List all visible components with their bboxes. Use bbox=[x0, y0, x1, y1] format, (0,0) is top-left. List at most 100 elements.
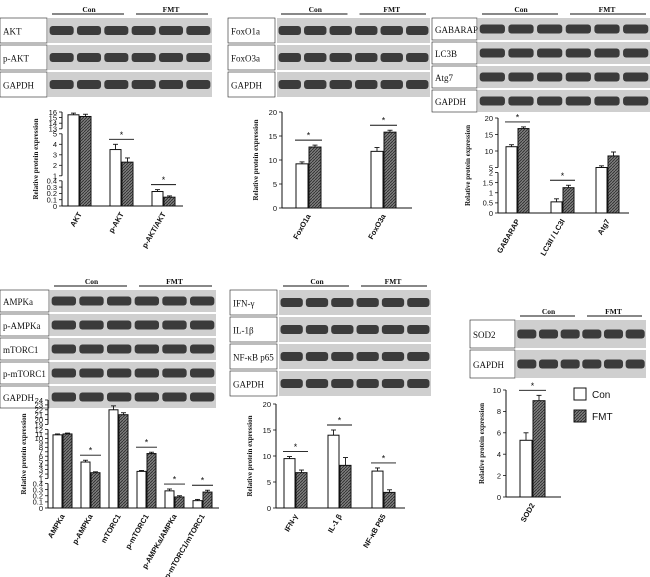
blot-band bbox=[305, 379, 329, 388]
category-label: SOD2 bbox=[519, 502, 537, 524]
significance-star: * bbox=[201, 476, 205, 486]
blot-band bbox=[356, 298, 379, 307]
blot-panel: Con FMT IFN-γ IL-1β NF-κB p65 GAPDH bbox=[229, 277, 431, 397]
blot-band bbox=[355, 26, 378, 35]
y-tick-label: 5 bbox=[53, 130, 57, 139]
y-tick-label: 2 bbox=[53, 161, 57, 170]
blot-band bbox=[134, 344, 160, 354]
y-tick-label: 20 bbox=[269, 108, 277, 117]
blot-row-membrane bbox=[48, 72, 212, 97]
blot-band bbox=[537, 72, 563, 82]
blot-band bbox=[329, 26, 352, 35]
blot-band bbox=[565, 24, 591, 34]
blot-row-label: p-AMPKa bbox=[3, 321, 41, 331]
blot-band bbox=[331, 298, 354, 307]
blot-band bbox=[104, 53, 129, 62]
blot-row-label-box bbox=[227, 71, 276, 98]
blot-row-membrane bbox=[277, 72, 430, 97]
blot-row-label-box bbox=[0, 385, 50, 409]
blot-row-label-box bbox=[431, 65, 478, 89]
blot-band bbox=[106, 368, 132, 378]
bar-con-gabarap bbox=[505, 146, 518, 214]
significance-star: * bbox=[294, 442, 298, 452]
blot-band bbox=[380, 53, 403, 62]
bar-fmt-il-1 bbox=[339, 464, 352, 509]
blot-band bbox=[162, 320, 187, 330]
y-tick-label: 13 bbox=[49, 125, 57, 134]
blot-band bbox=[537, 24, 563, 34]
category-label: mTORC1 bbox=[99, 513, 123, 545]
bar-fmt-ifn bbox=[295, 472, 308, 509]
blot-band bbox=[278, 80, 301, 89]
bar-con-ifn bbox=[283, 458, 296, 509]
y-tick-label: 23 bbox=[35, 401, 43, 410]
blot-band bbox=[162, 296, 187, 306]
blot-band bbox=[381, 325, 405, 334]
blot-row-label-box bbox=[0, 44, 48, 71]
blot-row-membrane bbox=[50, 338, 216, 360]
blot-band bbox=[560, 359, 580, 369]
blot-row-membrane bbox=[279, 344, 431, 369]
chart-5: 0 5 10 15 20 Relative protein expression * IFN-… bbox=[246, 400, 405, 550]
blot-row-label: GAPDH bbox=[473, 360, 505, 370]
blot-row-label-box bbox=[0, 17, 48, 44]
blot-band bbox=[537, 96, 563, 106]
group-label-con: Con bbox=[85, 277, 99, 286]
blot-row-membrane bbox=[279, 290, 431, 315]
bar-fmt-foxo3a bbox=[383, 131, 397, 209]
blot-row-label: GAPDH bbox=[3, 81, 35, 91]
significance-star: * bbox=[145, 438, 149, 448]
blot-band bbox=[407, 298, 430, 307]
blot-band bbox=[479, 24, 505, 34]
blot-band bbox=[356, 325, 379, 334]
bar-fmt-atg7 bbox=[607, 155, 620, 214]
y-tick-label: 7 bbox=[39, 448, 43, 457]
blot-panel: Con FMT AKT p-AKT GAPDH bbox=[0, 5, 212, 98]
blot-band bbox=[76, 26, 102, 35]
y-tick-label: 0.4 bbox=[47, 177, 57, 186]
blot-band bbox=[305, 352, 329, 361]
y-axis-label: Relative protein expression bbox=[246, 415, 254, 496]
blot-band bbox=[106, 392, 132, 402]
blot-band bbox=[517, 359, 537, 369]
blot-row-label-box bbox=[229, 370, 278, 397]
blot-band bbox=[517, 329, 537, 339]
blot-row-label-box bbox=[431, 17, 478, 41]
blot-row-label: Atg7 bbox=[435, 73, 454, 83]
significance-star: * bbox=[561, 171, 565, 181]
bar-fmt-p-ampka-ampka bbox=[174, 496, 185, 509]
y-tick-label: 15 bbox=[49, 113, 57, 122]
blot-panel: Con FMT AMPKa p-AMPKa mTORC1 p-mTORC1 GAPDH bbox=[0, 277, 216, 409]
y-tick-label: 11 bbox=[35, 430, 43, 439]
bar-fmt-gabarap bbox=[517, 128, 530, 214]
y-tick-label: 1.5 bbox=[483, 178, 493, 187]
legend: Con FMT bbox=[573, 387, 613, 423]
blot-band bbox=[304, 26, 327, 35]
blot-band bbox=[186, 80, 211, 89]
y-axis-label: Relative protein expression bbox=[20, 413, 28, 494]
bar-con-sod2 bbox=[519, 439, 533, 498]
category-label: NF-κB P65 bbox=[361, 513, 388, 550]
blot-band bbox=[158, 26, 184, 35]
blot-band bbox=[329, 80, 352, 89]
bar-fmt-sod2 bbox=[532, 400, 546, 498]
y-tick-label: 10 bbox=[269, 156, 277, 165]
y-tick-label: 2 bbox=[497, 471, 501, 480]
blot-row-label-box bbox=[0, 289, 50, 313]
category-label: p-AKT/AKT bbox=[140, 210, 168, 249]
bar-con-p-ampka-ampka bbox=[164, 490, 175, 509]
significance-star: * bbox=[120, 130, 124, 140]
y-tick-label: 0.2 bbox=[33, 492, 43, 501]
category-label: LC3II / LC3I bbox=[539, 218, 567, 258]
y-tick-label: 5 bbox=[39, 456, 43, 465]
blot-panel: Con FMT FoxO1a FoxO3a GAPDH bbox=[227, 5, 430, 98]
blot-row-membrane bbox=[516, 320, 646, 348]
blot-row-label-box bbox=[0, 71, 48, 98]
y-tick-label: 0 bbox=[53, 202, 57, 211]
y-tick-label: 4 bbox=[53, 140, 57, 149]
blot-row-label-box bbox=[431, 41, 478, 65]
blot-band bbox=[331, 379, 354, 388]
blot-row-label: NF-κB p65 bbox=[233, 353, 274, 363]
category-label: FoxO1a bbox=[291, 212, 313, 241]
